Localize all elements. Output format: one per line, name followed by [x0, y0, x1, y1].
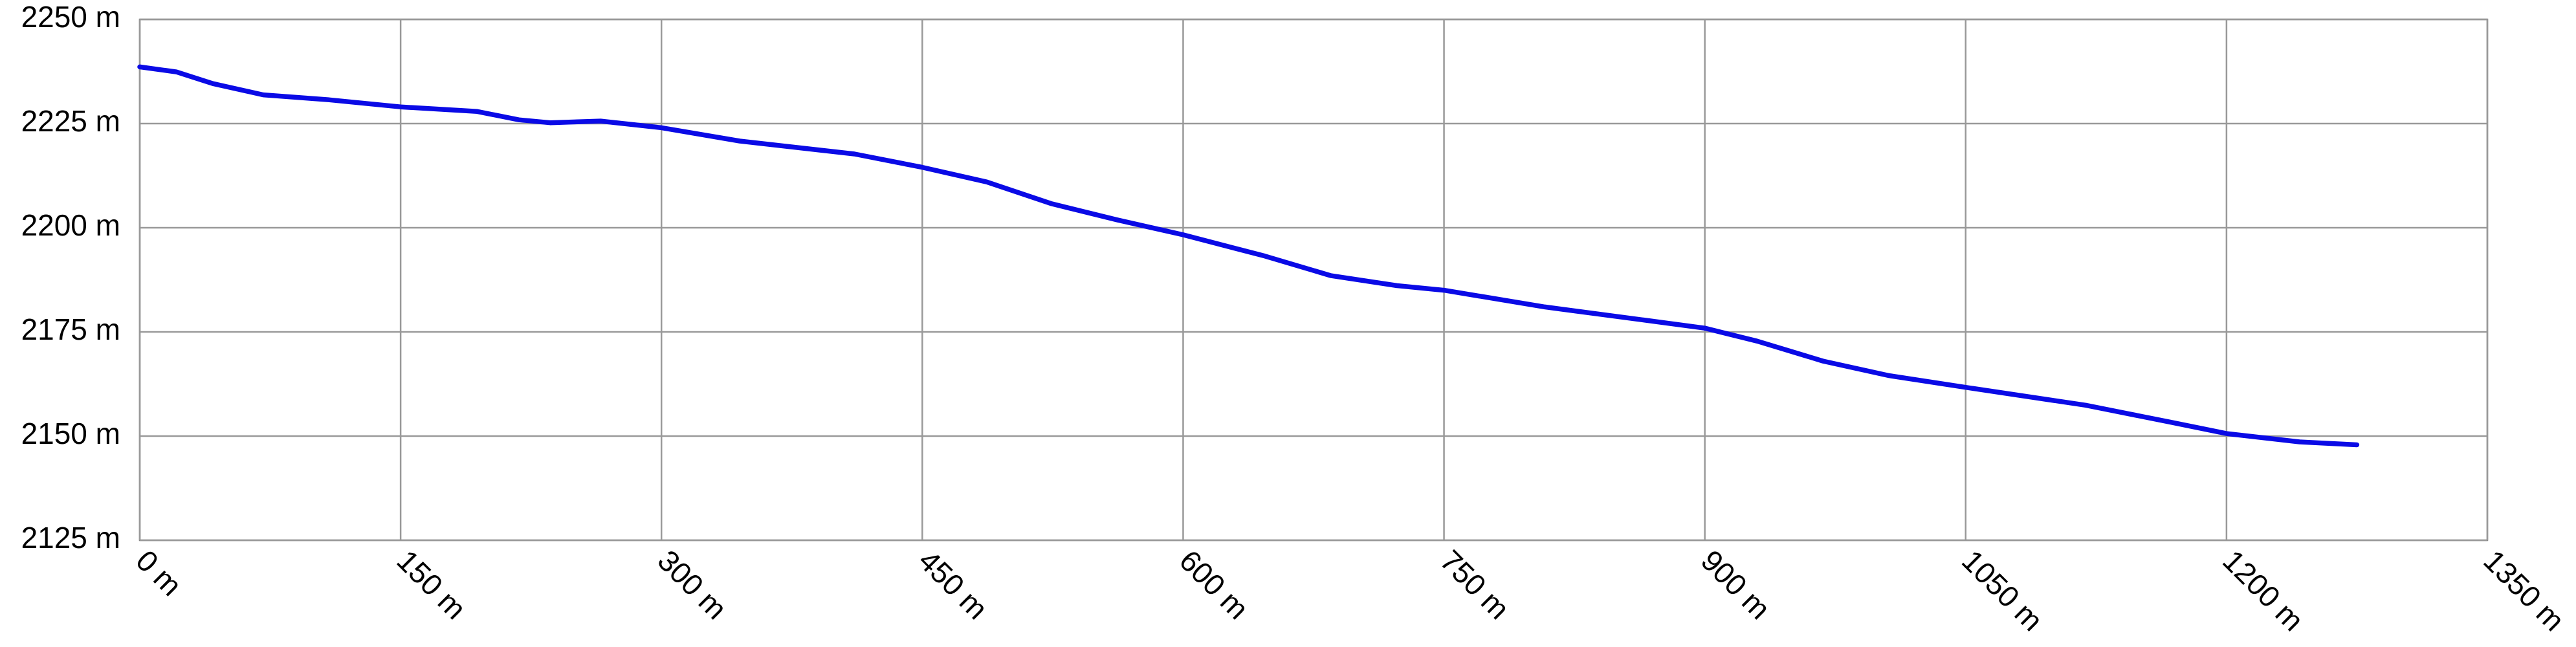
x-tick-label: 1200 m — [2216, 543, 2310, 637]
y-tick-label: 2250 m — [21, 0, 120, 34]
elevation-line — [137, 64, 2360, 448]
x-tick-label: 150 m — [390, 543, 472, 626]
x-tick-label: 300 m — [652, 543, 734, 626]
y-tick-label: 2225 m — [21, 104, 120, 138]
y-tick-label: 2150 m — [21, 417, 120, 450]
y-tick-label: 2175 m — [21, 313, 120, 346]
x-tick-label: 450 m — [912, 543, 995, 626]
plot-frame — [138, 18, 2489, 542]
x-tick-label: 900 m — [1695, 543, 1777, 626]
x-tick-label: 0 m — [129, 543, 188, 602]
x-tick-label: 1050 m — [1955, 543, 2049, 637]
y-tick-label: 2125 m — [21, 521, 120, 554]
y-tick-label: 2200 m — [21, 208, 120, 242]
x-tick-label: 750 m — [1434, 543, 1516, 626]
x-tick-label: 600 m — [1173, 543, 1255, 626]
x-tick-label: 1350 m — [2477, 543, 2571, 637]
